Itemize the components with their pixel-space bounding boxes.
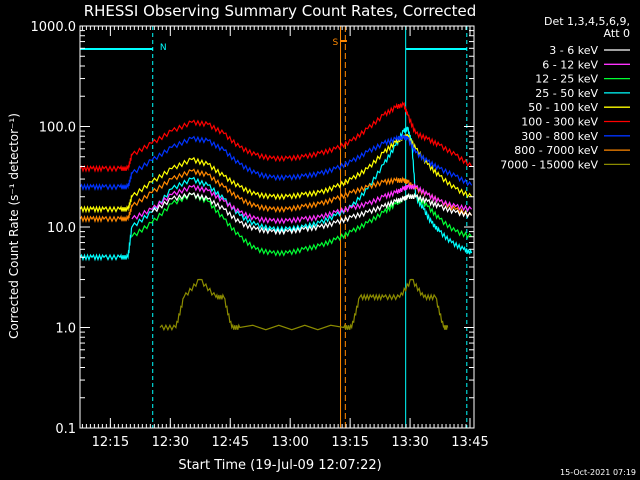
x-tick-label: 12:30 [152,435,189,450]
series-line-7000-15000-kev [159,278,449,332]
x-tick-label: 12:15 [92,435,129,450]
legend-header-line: Att 0 [604,27,630,40]
footer-date: 15-Oct-2021 07:19 [560,468,636,477]
legend-entry-label: 50 - 100 keV [528,101,598,114]
x-tick-label: 12:45 [212,435,249,450]
legend-entry-label: 12 - 25 keV [535,73,598,86]
x-tick-label: 13:15 [331,435,368,450]
y-tick-label: 1000.0 [31,20,77,35]
x-tick-label: 13:45 [451,435,488,450]
y-tick-label: 1.0 [55,322,76,337]
x-tick-label: 13:00 [271,435,308,450]
y-tick-label: 10.0 [47,221,76,236]
series-layer [79,101,473,332]
legend-entry-label: 100 - 300 keV [521,116,598,129]
x-axis-label: Start Time (19-Jul-09 12:07:22) [178,458,381,473]
x-tick-label: 13:30 [391,435,428,450]
series-line-100-300-kev [79,101,473,173]
y-tick-label: 0.1 [55,422,76,437]
series-line-3-6-kev [151,192,473,236]
series-line-300-800-kev [79,133,473,192]
series-line-800-7000-kev [79,168,473,224]
series-line-50-100-kev [79,134,473,214]
y-tick-label: 100.0 [39,121,76,136]
y-axis-label: Corrected Count Rate (s⁻¹ detector⁻¹) [7,113,21,339]
axes: 0.1 1.0 10.0 100.0 1000.0 12:15 12:30 12:45 13:0… [31,20,489,450]
series-line-25-50-kev [79,126,473,262]
legend-entry-label: 7000 - 15000 keV [500,158,598,171]
legend-entry-label: 3 - 6 keV [549,44,598,57]
legend-entry-label: 300 - 800 keV [521,130,598,143]
saa-marker-label: S [333,38,339,48]
legend-header-line: Det 1,3,4,5,6,9, [544,15,630,28]
legend-entry-label: 25 - 50 keV [535,87,598,100]
chart-title: RHESSI Observing Summary Count Rates, Co… [84,2,477,20]
legend-entry-label: 800 - 7000 keV [514,144,598,157]
series-line-6-12-kev [131,182,473,225]
legend-entry-label: 6 - 12 keV [542,58,598,71]
night-marker-label: N [160,43,167,53]
